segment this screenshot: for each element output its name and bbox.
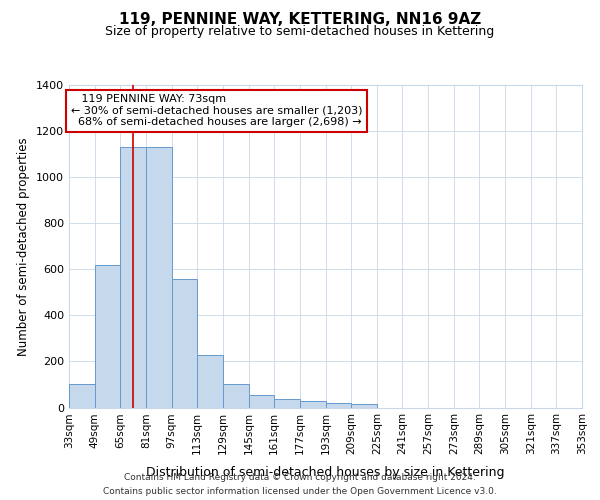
Bar — [248, 395, 274, 407]
Bar — [197, 354, 223, 408]
Bar — [351, 404, 377, 407]
Text: 119 PENNINE WAY: 73sqm
← 30% of semi-detached houses are smaller (1,203)
  68% o: 119 PENNINE WAY: 73sqm ← 30% of semi-det… — [71, 94, 362, 128]
Text: Contains HM Land Registry data © Crown copyright and database right 2024.: Contains HM Land Registry data © Crown c… — [124, 472, 476, 482]
Text: Contains public sector information licensed under the Open Government Licence v3: Contains public sector information licen… — [103, 488, 497, 496]
Bar — [121, 147, 146, 407]
Text: Size of property relative to semi-detached houses in Kettering: Size of property relative to semi-detach… — [106, 25, 494, 38]
X-axis label: Distribution of semi-detached houses by size in Kettering: Distribution of semi-detached houses by … — [146, 466, 505, 478]
Bar — [300, 400, 325, 407]
Text: 119, PENNINE WAY, KETTERING, NN16 9AZ: 119, PENNINE WAY, KETTERING, NN16 9AZ — [119, 12, 481, 28]
Bar — [146, 147, 172, 407]
Bar — [95, 264, 121, 408]
Bar — [69, 384, 95, 407]
Bar — [223, 384, 248, 407]
Bar — [172, 278, 197, 407]
Bar — [274, 400, 300, 407]
Y-axis label: Number of semi-detached properties: Number of semi-detached properties — [17, 137, 31, 356]
Bar — [326, 403, 351, 407]
